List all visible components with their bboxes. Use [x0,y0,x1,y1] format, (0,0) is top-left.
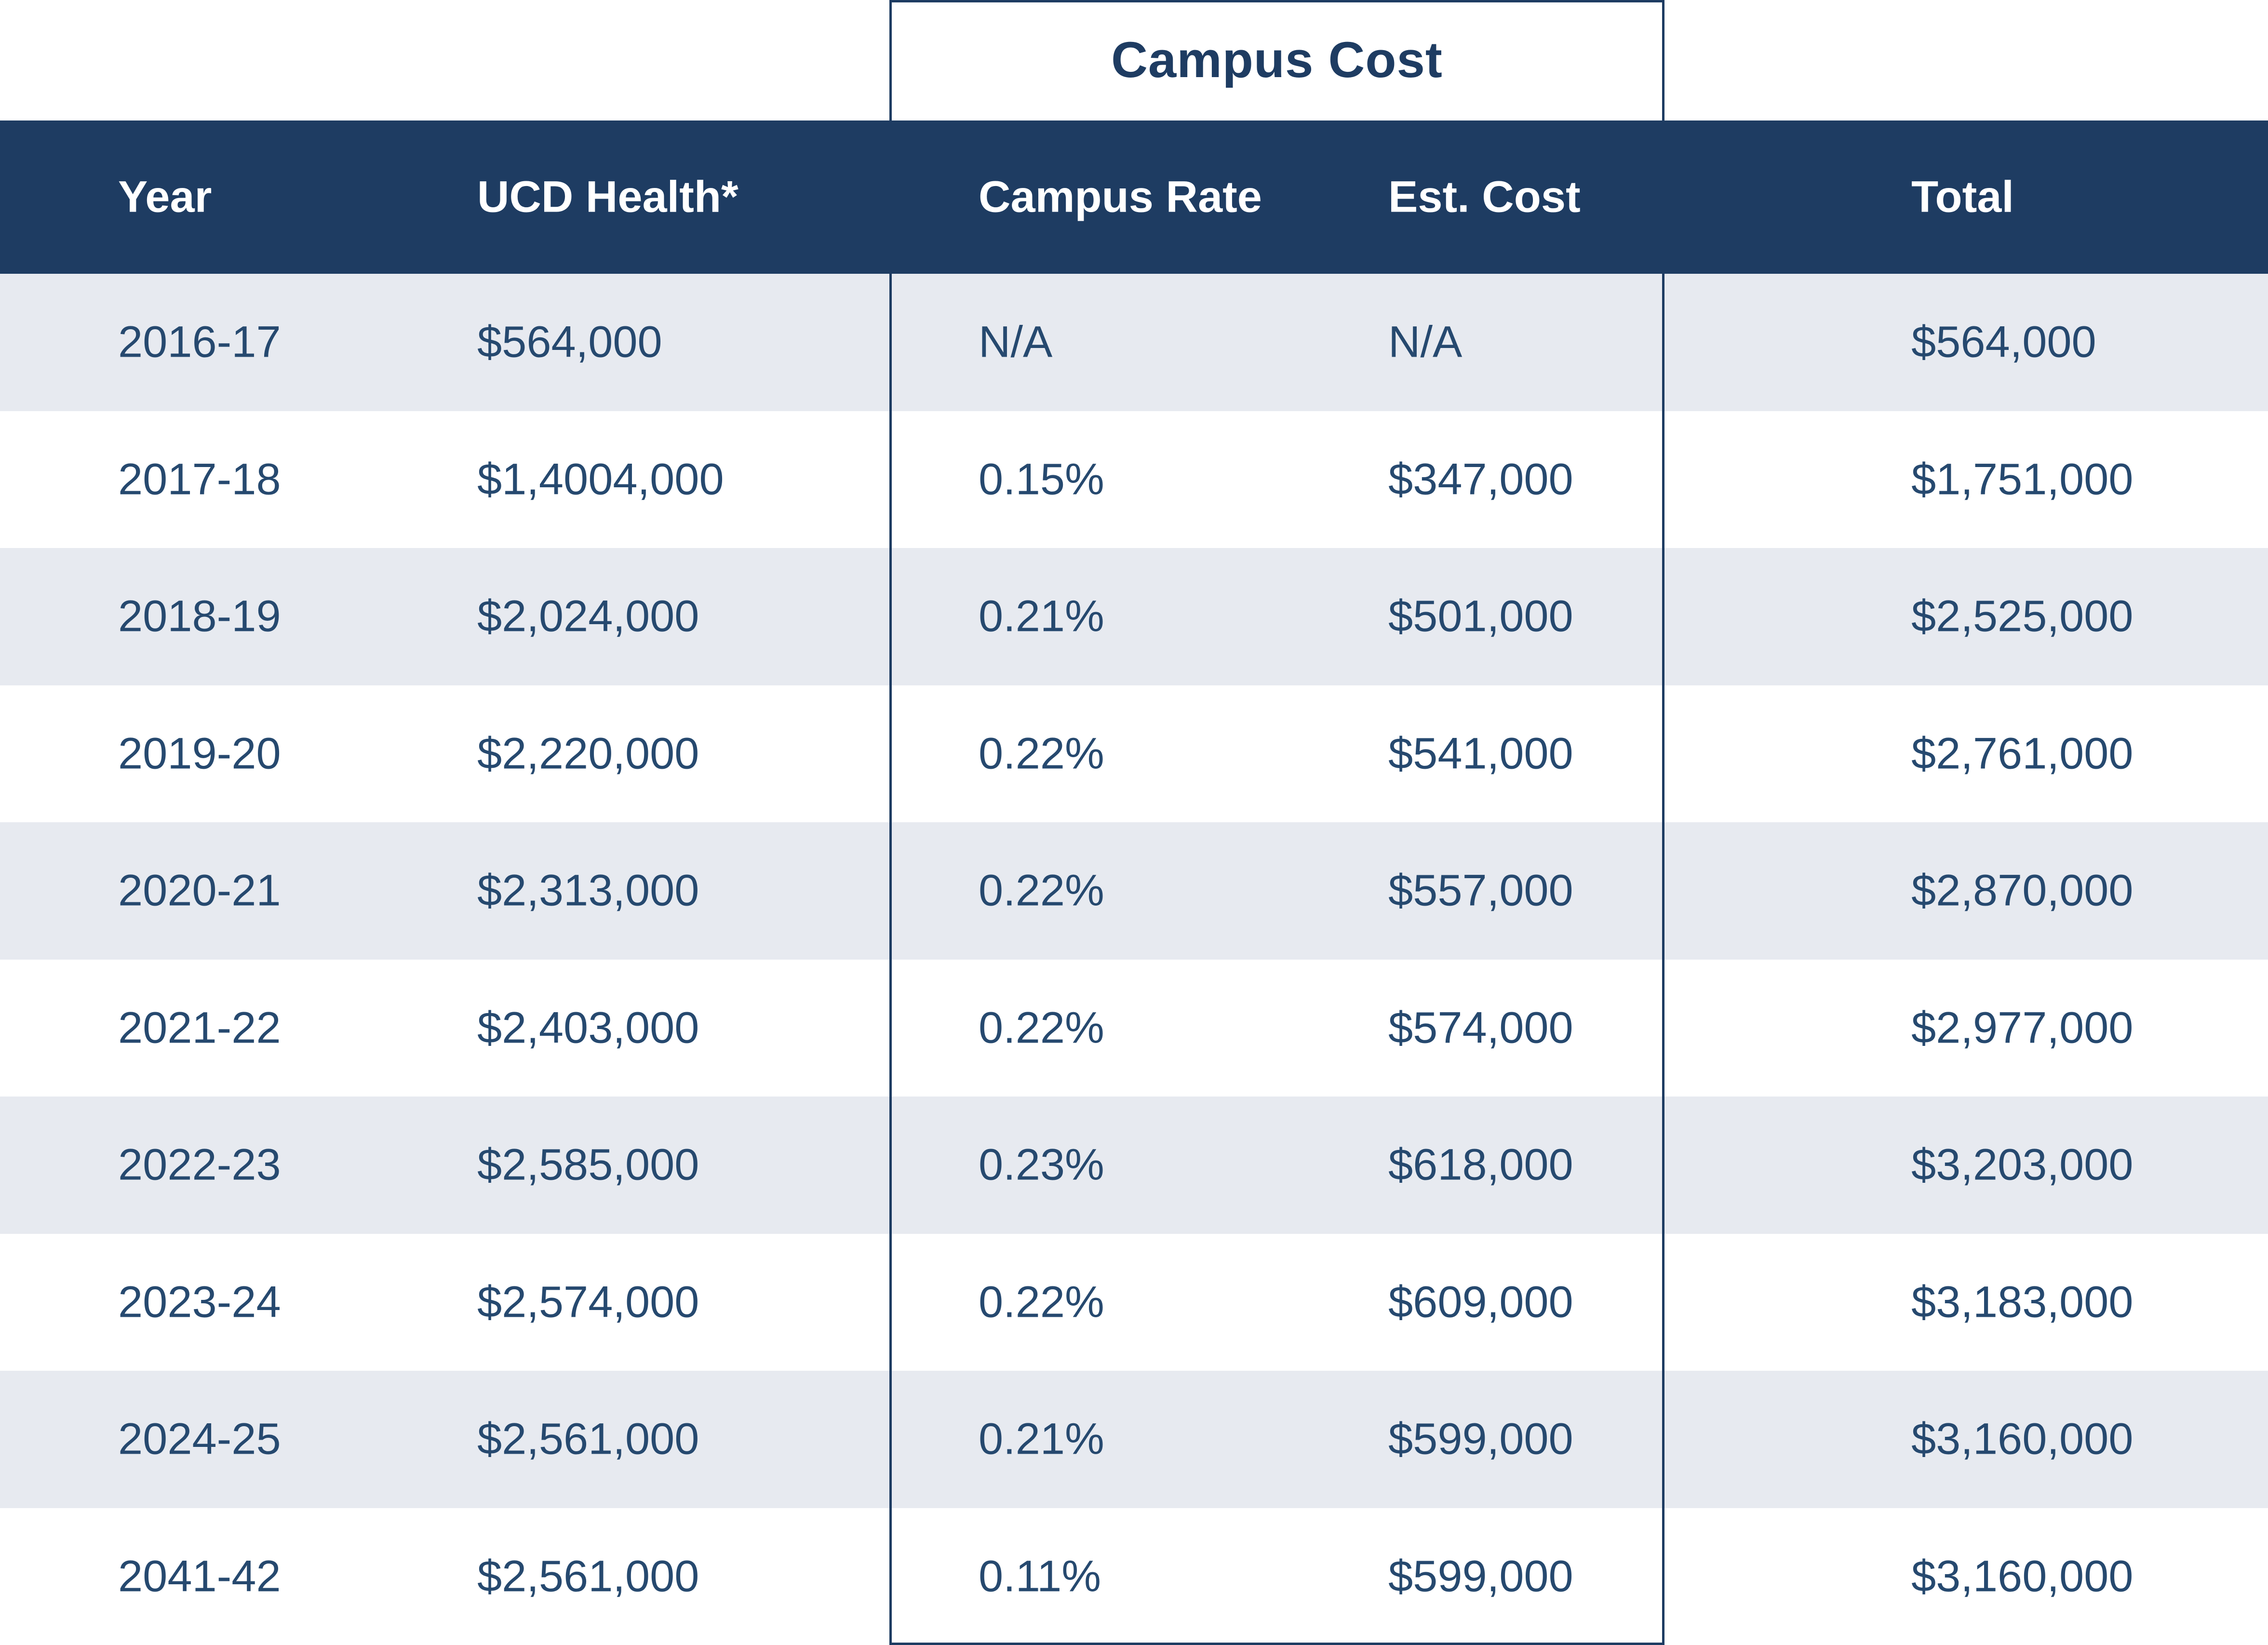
cell-total: $3,183,000 [1911,1277,2134,1327]
table-row: 2021-22 $2,403,000 0.22% $574,000 $2,977… [0,959,2268,1097]
cell-est-cost: $574,000 [1388,1003,1573,1053]
cell-year: 2016-17 [118,317,281,367]
cell-total: $1,751,000 [1911,455,2134,504]
cell-est-cost: $599,000 [1388,1551,1573,1601]
table-row: 2041-42 $2,561,000 0.11% $599,000 $3,160… [0,1508,2268,1645]
column-header-est-cost: Est. Cost [1388,172,1581,222]
cell-total: $3,203,000 [1911,1140,2134,1190]
cell-campus-rate: 0.23% [979,1140,1104,1190]
cell-est-cost: $557,000 [1388,866,1573,915]
cell-est-cost: $599,000 [1388,1414,1573,1464]
table-title: Campus Cost [1111,32,1443,88]
cell-year: 2020-21 [118,866,281,915]
table-row: 2023-24 $2,574,000 0.22% $609,000 $3,183… [0,1233,2268,1371]
cell-total: $2,977,000 [1911,1003,2134,1053]
cell-year: 2022-23 [118,1140,281,1190]
cell-campus-rate: 0.22% [979,866,1104,915]
column-header-total: Total [1911,172,2014,222]
cell-ucd-health: $2,313,000 [477,866,699,915]
cell-total: $2,525,000 [1911,591,2134,641]
cell-est-cost: $541,000 [1388,729,1573,778]
column-header-ucd-health: UCD Health* [477,172,738,222]
cell-year: 2017-18 [118,455,281,504]
cell-ucd-health: $564,000 [477,317,662,367]
cell-ucd-health: $2,024,000 [477,591,699,641]
cell-campus-rate: N/A [979,317,1053,367]
cell-year: 2018-19 [118,591,281,641]
cell-campus-rate: 0.21% [979,591,1104,641]
cell-campus-rate: 0.22% [979,1003,1104,1053]
table-row: 2017-18 $1,4004,000 0.15% $347,000 $1,75… [0,411,2268,548]
cell-est-cost: $618,000 [1388,1140,1573,1190]
cell-total: $3,160,000 [1911,1551,2134,1601]
column-header-year: Year [118,172,212,222]
table-row: 2022-23 $2,585,000 0.23% $618,000 $3,203… [0,1097,2268,1234]
cell-est-cost: $347,000 [1388,455,1573,504]
cell-total: $564,000 [1911,317,2096,367]
column-header-campus-rate: Campus Rate [979,172,1262,222]
table-body: 2016-17 $564,000 N/A N/A $564,000 2017-1… [0,274,2268,1645]
cell-year: 2023-24 [118,1277,281,1327]
cell-est-cost: $501,000 [1388,591,1573,641]
cell-ucd-health: $2,574,000 [477,1277,699,1327]
table-row: 2018-19 $2,024,000 0.21% $501,000 $2,525… [0,548,2268,685]
cell-ucd-health: $2,585,000 [477,1140,699,1190]
cell-campus-rate: 0.11% [979,1551,1101,1601]
cell-ucd-health: $2,220,000 [477,729,699,778]
cell-campus-rate: 0.22% [979,1277,1104,1327]
cell-campus-rate: 0.21% [979,1414,1104,1464]
cell-ucd-health: $2,561,000 [477,1551,699,1601]
table-header-row: Year UCD Health* Campus Rate Est. Cost T… [0,120,2268,274]
cell-total: $2,870,000 [1911,866,2134,915]
cell-year: 2041-42 [118,1551,281,1601]
cell-est-cost: $609,000 [1388,1277,1573,1327]
cell-campus-rate: 0.15% [979,455,1104,504]
cell-campus-rate: 0.22% [979,729,1104,778]
table-row: 2020-21 $2,313,000 0.22% $557,000 $2,870… [0,822,2268,960]
cell-ucd-health: $2,561,000 [477,1414,699,1464]
cell-total: $3,160,000 [1911,1414,2134,1464]
cell-ucd-health: $1,4004,000 [477,455,724,504]
cell-year: 2024-25 [118,1414,281,1464]
cell-year: 2019-20 [118,729,281,778]
table-row: 2024-25 $2,561,000 0.21% $599,000 $3,160… [0,1371,2268,1508]
cell-total: $2,761,000 [1911,729,2134,778]
table-row: 2019-20 $2,220,000 0.22% $541,000 $2,761… [0,685,2268,822]
cell-est-cost: N/A [1388,317,1463,367]
cell-year: 2021-22 [118,1003,281,1053]
table-row: 2016-17 $564,000 N/A N/A $564,000 [0,274,2268,411]
cell-ucd-health: $2,403,000 [477,1003,699,1053]
